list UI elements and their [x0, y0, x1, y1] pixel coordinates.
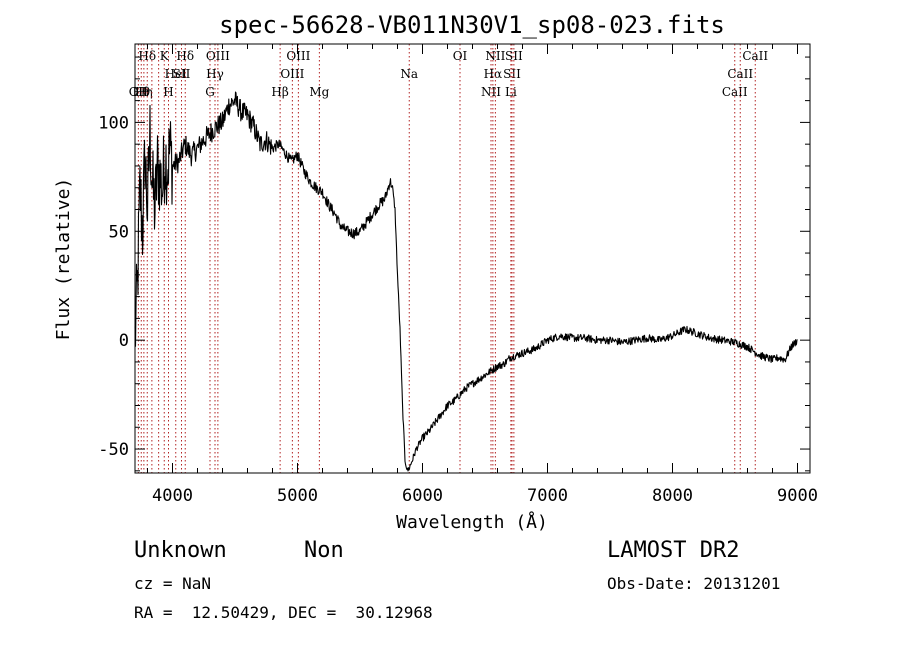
x-tick-label: 7000 — [527, 486, 568, 506]
spectral-line-label: Hγ — [206, 67, 224, 81]
y-tick-label: 0 — [119, 331, 129, 351]
x-tick-label: 4000 — [152, 486, 193, 506]
spectral-line-label: Hδ — [176, 49, 194, 63]
chart-title: spec-56628-VB011N30V1_sp08-023.fits — [219, 11, 725, 39]
spectral-line-label: Hθ — [132, 85, 150, 99]
coordinates-text: RA = 12.50429, DEC = 30.12968 — [134, 603, 433, 622]
spectral-line-label: OI — [453, 49, 468, 63]
subclass-label: Non — [304, 538, 344, 563]
x-tick-label: 9000 — [777, 486, 818, 506]
survey-label: LAMOST DR2 — [607, 538, 740, 563]
x-axis-label: Wavelength (Å) — [396, 511, 548, 533]
spectrum-layer — [134, 91, 798, 472]
plot-frame — [134, 43, 811, 474]
obs-date-text: Obs-Date: 20131201 — [607, 574, 781, 593]
spectral-line-label: Hβ — [271, 85, 288, 99]
spectral-line-label: Hη — [135, 85, 153, 99]
spectral-line-label: Li — [505, 85, 517, 99]
redshift-text: cz = NaN — [134, 574, 212, 593]
spectrum-line — [134, 91, 798, 472]
x-tick-label: 5000 — [277, 486, 318, 506]
spectral-line-label: SII — [505, 49, 523, 63]
spectral-line-label: G — [205, 85, 215, 99]
y-tick-label: 50 — [109, 222, 129, 242]
spectral-line-label: OIII — [286, 49, 310, 63]
x-tick-label: 8000 — [652, 486, 693, 506]
axes-layer: 4000 5000 6000 7000 8000 9000 -50 0 50 100 — [98, 43, 818, 506]
spectral-line-label: CaII — [742, 49, 768, 63]
x-tick-label: 6000 — [402, 486, 443, 506]
spectral-line-label: H — [163, 85, 173, 99]
y-tick-label: 100 — [98, 113, 129, 133]
spectral-line-label: NII — [481, 85, 501, 99]
spectral-line-label: Hδ — [138, 49, 156, 63]
spectral-line-label: Hα — [484, 67, 503, 81]
spectral-line-label: K — [160, 49, 170, 63]
spectral-line-label: OIII — [280, 67, 304, 81]
class-label: Unknown — [134, 538, 227, 563]
spectral-line-label: SII — [173, 67, 191, 81]
spectral-line-label: SII — [503, 67, 521, 81]
spectral-line-label: Mg — [309, 85, 329, 99]
y-tick-label: -50 — [98, 440, 129, 460]
y-axis-label: Flux (relative) — [53, 178, 74, 341]
spectral-line-label: CaII — [722, 85, 748, 99]
spectral-line-label: CaII — [727, 67, 753, 81]
spectral-line-label: Na — [400, 67, 418, 81]
spectral-line-label: OIII — [206, 49, 230, 63]
spectral-line-label: NII — [485, 49, 505, 63]
